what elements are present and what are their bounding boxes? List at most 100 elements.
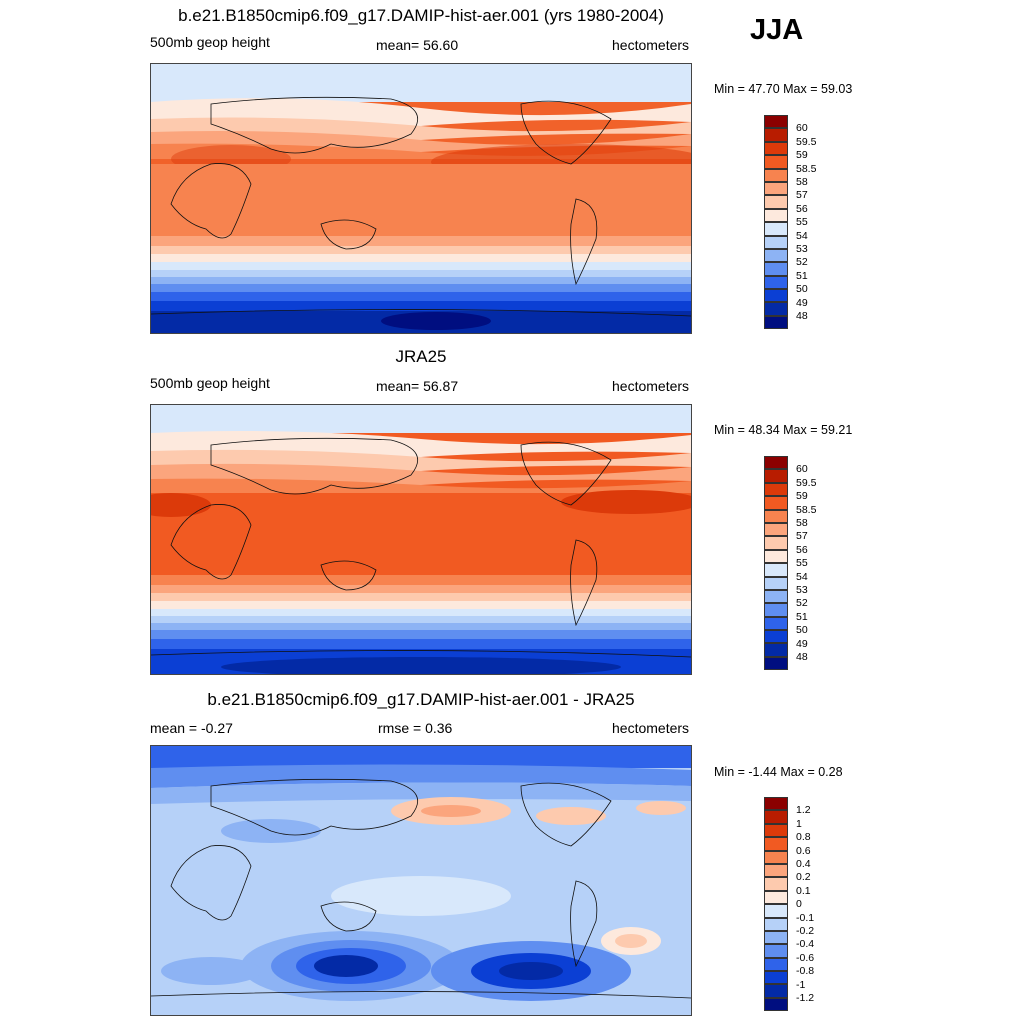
colorbar-model-swatch: [764, 181, 788, 196]
colorbar-diff-swatch: [764, 997, 788, 1012]
colorbar-diff-tick-label: 0.1: [796, 884, 811, 897]
colorbar-model-swatch: [764, 289, 788, 303]
colorbar-model-tick-label: 49: [796, 296, 808, 309]
panel-model-title: b.e21.B1850cmip6.f09_g17.DAMIP-hist-aer.…: [178, 6, 664, 25]
colorbar-obs-tick-label: 51: [796, 610, 808, 623]
colorbar-model-swatch: [764, 141, 788, 156]
colorbar-obs-tick-label: 48: [796, 651, 808, 663]
panel-model-left-label: 500mb geop height: [150, 34, 270, 50]
colorbar-obs-swatch: [764, 643, 788, 657]
colorbar-diff-swatch: [764, 984, 788, 998]
colorbar-obs-swatch: [764, 536, 788, 550]
panel-obs-minmax: Min = 48.34 Max = 59.21: [714, 423, 853, 437]
colorbar-obs-tick-label: 56: [796, 543, 808, 556]
colorbar-model-swatch: [764, 208, 788, 223]
colorbar-diff-tick-label: -1.2: [796, 992, 815, 1004]
panel-model-units: hectometers: [612, 37, 690, 53]
panel-diff-minmax: Min = -1.44 Max = 0.28: [714, 765, 843, 779]
colorbar-model-tick-label: 59.5: [796, 135, 817, 148]
season-label: JJA: [750, 14, 804, 46]
colorbar-model-tick-label: 52: [796, 256, 808, 269]
colorbar-diff-swatch: [764, 877, 788, 891]
colorbar-diff-tick-label: -0.4: [796, 938, 815, 951]
panel-obs-units: hectometers: [612, 378, 690, 394]
colorbar-obs-swatch: [764, 630, 788, 644]
colorbar-obs-swatch: [764, 482, 788, 497]
colorbar-model-tick-label: 50: [796, 283, 808, 296]
colorbar-model-swatch: [764, 235, 788, 249]
colorbar-model: [764, 115, 788, 330]
colorbar-obs-tick-label: 49: [796, 637, 808, 650]
colorbar-model-swatch: [764, 315, 788, 330]
panel-model-map: [150, 63, 692, 334]
colorbar-diff-tick-label: -1: [796, 978, 806, 991]
colorbar-obs-tick-label: 52: [796, 597, 808, 610]
colorbar-diff-tick-label: 0.2: [796, 871, 811, 884]
colorbar-model-tick-label: 59: [796, 149, 808, 162]
colorbar-diff-tick-label: -0.8: [796, 965, 815, 978]
colorbar-obs-swatch: [764, 456, 788, 470]
colorbar-obs-tick-label: 54: [796, 570, 808, 583]
panel-obs-left-label: 500mb geop height: [150, 375, 270, 391]
colorbar-diff-swatch: [764, 797, 788, 811]
colorbar-model-swatch: [764, 128, 788, 142]
colorbar-obs-swatch: [764, 496, 788, 510]
colorbar-obs-tick-label: 58.5: [796, 503, 817, 516]
colorbar-obs: [764, 456, 788, 671]
colorbar-obs-swatch: [764, 576, 788, 590]
colorbar-model-tick-label: 58: [796, 176, 808, 188]
colorbar-diff-swatch: [764, 890, 788, 905]
colorbar-diff: [764, 797, 788, 1012]
colorbar-model-swatch: [764, 195, 788, 209]
colorbar-obs-swatch: [764, 603, 788, 617]
colorbar-obs-tick-label: 58: [796, 517, 808, 529]
colorbar-obs-swatch: [764, 563, 788, 577]
colorbar-obs-swatch: [764, 589, 788, 604]
colorbar-obs-tick-label: 50: [796, 624, 808, 637]
colorbar-model-tick-label: 60: [796, 122, 808, 135]
colorbar-obs-tick-label: 59: [796, 490, 808, 503]
colorbar-diff-tick-label: 0.4: [796, 858, 811, 870]
colorbar-obs-tick-label: 55: [796, 557, 808, 570]
colorbar-obs-swatch: [764, 656, 788, 671]
colorbar-model-swatch: [764, 248, 788, 263]
panel-obs-title: JRA25: [395, 347, 447, 366]
colorbar-diff-swatch: [764, 917, 788, 931]
colorbar-obs-tick-label: 60: [796, 463, 808, 476]
colorbar-model-tick-label: 51: [796, 269, 808, 282]
colorbar-diff-swatch: [764, 944, 788, 958]
colorbar-model-swatch: [764, 302, 788, 316]
colorbar-obs-swatch: [764, 509, 788, 523]
colorbar-obs-swatch: [764, 549, 788, 564]
colorbar-model-tick-label: 58.5: [796, 162, 817, 175]
colorbar-model-swatch: [764, 222, 788, 236]
colorbar-model-swatch: [764, 168, 788, 182]
colorbar-model-tick-label: 56: [796, 202, 808, 215]
panel-obs-mean: mean= 56.87: [376, 378, 459, 394]
colorbar-diff-swatch: [764, 810, 788, 824]
colorbar-diff-swatch: [764, 837, 788, 851]
colorbar-diff-swatch: [764, 904, 788, 918]
panel-diff-rmse: rmse = 0.36: [378, 720, 453, 736]
colorbar-diff-tick-label: -0.1: [796, 911, 815, 924]
panel-diff-mean: mean = -0.27: [150, 720, 233, 736]
colorbar-diff-tick-label: -0.6: [796, 951, 815, 964]
colorbar-diff-tick-label: 1: [796, 817, 802, 830]
colorbar-model-tick-label: 48: [796, 310, 808, 322]
colorbar-diff-tick-label: 0.8: [796, 831, 811, 844]
colorbar-diff-swatch: [764, 863, 788, 878]
colorbar-model-swatch: [764, 155, 788, 169]
colorbar-obs-swatch: [764, 469, 788, 483]
colorbar-model-swatch: [764, 275, 788, 290]
colorbar-diff-tick-label: -0.2: [796, 925, 815, 937]
panel-diff-title: b.e21.B1850cmip6.f09_g17.DAMIP-hist-aer.…: [207, 690, 635, 709]
colorbar-obs-swatch: [764, 616, 788, 631]
colorbar-diff-swatch: [764, 957, 788, 972]
colorbar-obs-swatch: [764, 522, 788, 537]
colorbar-model-tick-label: 57: [796, 189, 808, 202]
colorbar-model-tick-label: 54: [796, 229, 808, 242]
colorbar-diff-swatch: [764, 850, 788, 864]
colorbar-diff-swatch: [764, 930, 788, 945]
colorbar-model-tick-label: 55: [796, 216, 808, 229]
colorbar-obs-tick-label: 57: [796, 530, 808, 543]
